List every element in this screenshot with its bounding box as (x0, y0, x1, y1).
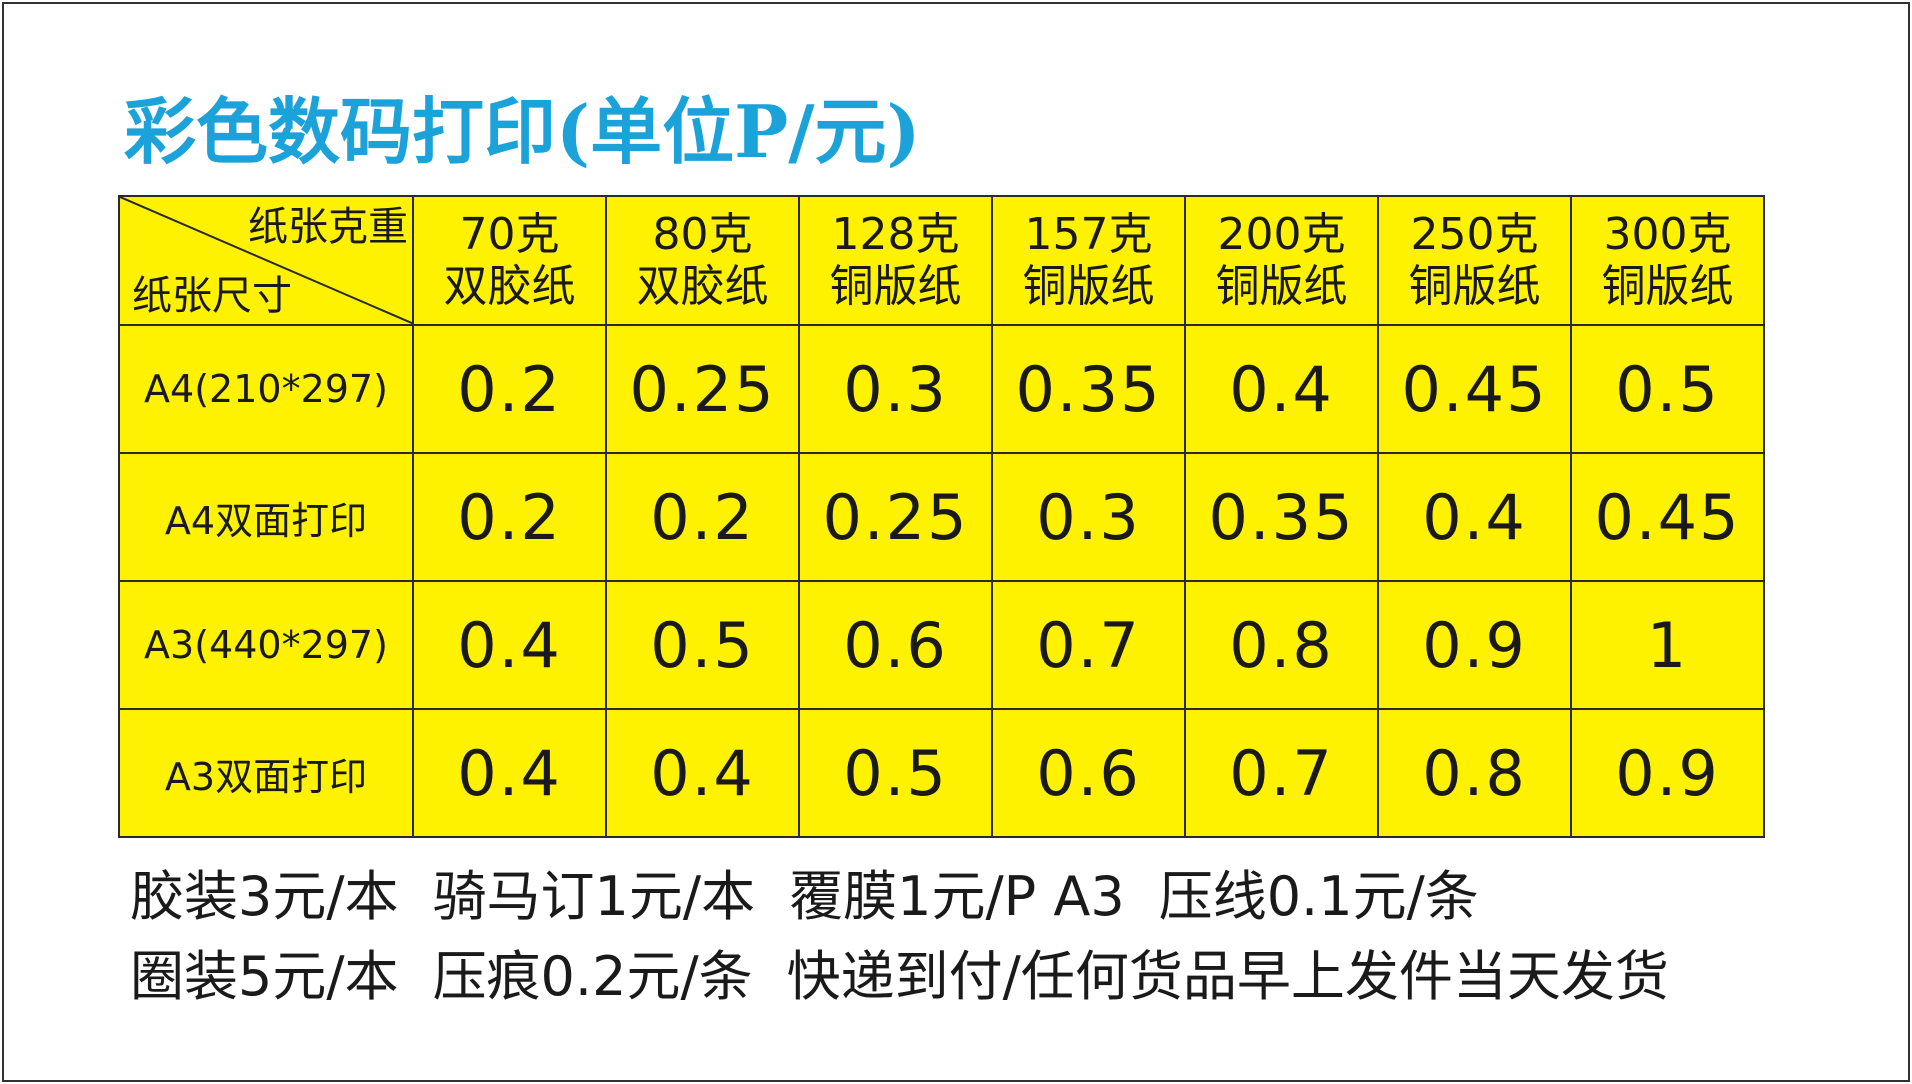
price-cell: 0.3 (991, 452, 1186, 582)
column-paper: 双胶纸 (636, 260, 769, 312)
paper-weight-label: 纸张克重 (248, 204, 408, 250)
column-weight: 300克 (1603, 208, 1732, 260)
price-cell: 0.25 (798, 452, 993, 582)
price-cell: 0.4 (412, 708, 607, 838)
footer-item: 覆膜1元/P A3 (789, 865, 1125, 928)
column-paper: 双胶纸 (443, 260, 576, 312)
footer-item: 圈装5元/本 (130, 945, 399, 1008)
column-weight: 128克 (831, 208, 960, 260)
column-header: 250克 铜版纸 (1377, 195, 1572, 326)
price-cell: 0.2 (412, 324, 607, 454)
column-header: 70克 双胶纸 (412, 195, 607, 326)
column-header: 200克 铜版纸 (1184, 195, 1379, 326)
price-cell: 0.3 (798, 324, 993, 454)
price-cell: 0.9 (1570, 708, 1765, 838)
price-table: 纸张克重 纸张尺寸 70克 双胶纸 80克 双胶纸 128克 铜版纸 157克 … (118, 195, 1765, 838)
price-cell: 0.5 (1570, 324, 1765, 454)
column-weight: 70克 (459, 208, 560, 260)
price-cell: 1 (1570, 580, 1765, 710)
column-weight: 200克 (1217, 208, 1346, 260)
price-cell: 0.35 (991, 324, 1186, 454)
price-cell: 0.4 (1377, 452, 1572, 582)
page-title: 彩色数码打印(单位P/元) (124, 89, 921, 174)
price-cell: 0.2 (412, 452, 607, 582)
table-row: A3(440*297) 0.4 0.5 0.6 0.7 0.8 0.9 1 (118, 580, 1765, 710)
column-weight: 80克 (652, 208, 753, 260)
column-header: 300克 铜版纸 (1570, 195, 1765, 326)
price-cell: 0.45 (1377, 324, 1572, 454)
diagonal-divider (121, 198, 411, 323)
table-row: A4双面打印 0.2 0.2 0.25 0.3 0.35 0.4 0.45 (118, 452, 1765, 582)
price-cell: 0.2 (605, 452, 800, 582)
price-cell: 0.7 (1184, 708, 1379, 838)
price-cell: 0.35 (1184, 452, 1379, 582)
price-cell: 0.5 (798, 708, 993, 838)
price-cell: 0.6 (798, 580, 993, 710)
footer-line-2: 圈装5元/本 压痕0.2元/条 快递到付/任何货品早上发件当天发货 (130, 942, 1703, 1012)
price-cell: 0.5 (605, 580, 800, 710)
column-header: 157克 铜版纸 (991, 195, 1186, 326)
corner-cell: 纸张克重 纸张尺寸 (118, 195, 414, 326)
column-paper: 铜版纸 (829, 260, 962, 312)
footer-item: 快递到付/任何货品早上发件当天发货 (786, 945, 1669, 1008)
price-cell: 0.7 (991, 580, 1186, 710)
column-header: 128克 铜版纸 (798, 195, 993, 326)
price-cell: 0.25 (605, 324, 800, 454)
paper-size-label: 纸张尺寸 (132, 273, 292, 319)
table-row: A4(210*297) 0.2 0.25 0.3 0.35 0.4 0.45 0… (118, 324, 1765, 454)
column-paper: 铜版纸 (1022, 260, 1155, 312)
column-weight: 157克 (1024, 208, 1153, 260)
price-cell: 0.45 (1570, 452, 1765, 582)
footer-item: 骑马订1元/本 (432, 865, 756, 928)
column-paper: 铜版纸 (1408, 260, 1541, 312)
price-cell: 0.4 (1184, 324, 1379, 454)
price-cell: 0.4 (412, 580, 607, 710)
row-label: A4(210*297) (118, 324, 414, 454)
footer-item: 胶装3元/本 (130, 865, 399, 928)
table-header-row: 纸张克重 纸张尺寸 70克 双胶纸 80克 双胶纸 128克 铜版纸 157克 … (118, 195, 1765, 326)
column-paper: 铜版纸 (1601, 260, 1734, 312)
price-cell: 0.9 (1377, 580, 1572, 710)
row-label: A4双面打印 (118, 452, 414, 582)
footer-line-1: 胶装3元/本 骑马订1元/本 覆膜1元/P A3 压线0.1元/条 (130, 862, 1513, 932)
table-row: A3双面打印 0.4 0.4 0.5 0.6 0.7 0.8 0.9 (118, 708, 1765, 838)
row-label: A3双面打印 (118, 708, 414, 838)
column-weight: 250克 (1410, 208, 1539, 260)
column-paper: 铜版纸 (1215, 260, 1348, 312)
row-label: A3(440*297) (118, 580, 414, 710)
price-cell: 0.8 (1377, 708, 1572, 838)
column-header: 80克 双胶纸 (605, 195, 800, 326)
price-cell: 0.6 (991, 708, 1186, 838)
price-cell: 0.8 (1184, 580, 1379, 710)
footer-item: 压痕0.2元/条 (432, 945, 753, 1008)
price-cell: 0.4 (605, 708, 800, 838)
footer-item: 压线0.1元/条 (1158, 865, 1479, 928)
